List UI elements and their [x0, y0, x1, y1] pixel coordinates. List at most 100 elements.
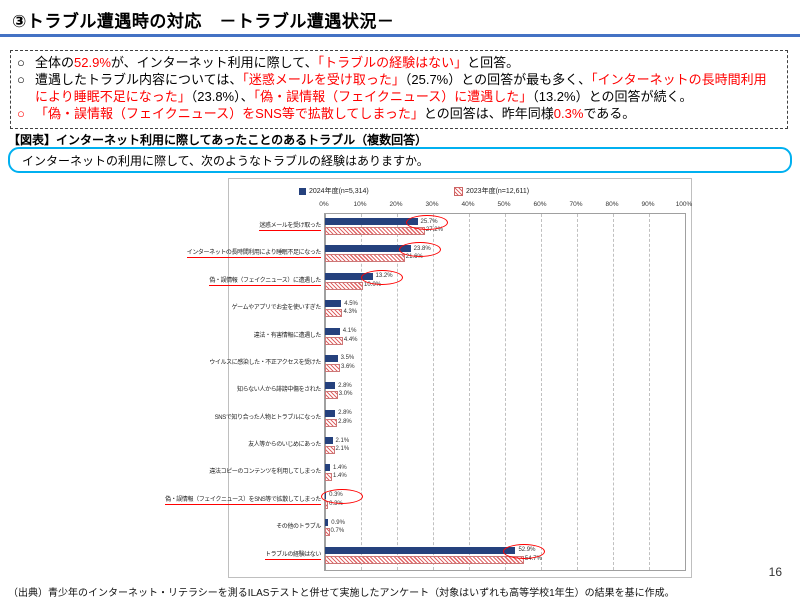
question-text: インターネットの利用に際して、次のようなトラブルの経験はありますか。: [22, 153, 429, 168]
text-segment: と回答。: [467, 55, 520, 70]
text-segment: である。: [583, 106, 636, 122]
gridline: [505, 214, 506, 570]
legend-swatch-2024: [299, 187, 306, 195]
bar-2024: [325, 409, 336, 417]
gridline: [433, 214, 434, 570]
category-label: 友人等からのいじめにあった: [229, 439, 321, 449]
bar-2024: [325, 546, 516, 554]
bullet-marker: ○: [17, 55, 25, 70]
text-segment: 52.9%: [74, 55, 111, 70]
bar-2023: [325, 227, 425, 235]
value-label-2024: 1.4%: [333, 464, 347, 471]
text-segment: （25.7%）との回答が最も多く、: [404, 72, 592, 88]
bar-2023: [325, 473, 333, 482]
text-segment: が、インターネット利用に際して、: [110, 55, 318, 70]
text-segment: 「迷惑メールを受け取った」: [242, 72, 405, 88]
text-segment: （13.2%）との回答が続く。: [532, 89, 693, 105]
value-label-2023: 54.7%: [524, 555, 542, 562]
value-label-2023: 0.7%: [330, 528, 345, 535]
category-label: インターネットの長時間利用により睡眠不足になった: [186, 247, 321, 259]
value-label-2023: 3.6%: [340, 363, 355, 370]
category-label-text: 違法・有害情報に遭遇した: [253, 332, 322, 339]
gridline: [541, 214, 542, 570]
plot-area: 25.7% 27.2% 23.8% 21.6% 13.2% 10.0% 4.5% 4.3% 4.…: [321, 213, 686, 571]
bar-2023: [325, 336, 343, 345]
value-label-2024: 2.8%: [338, 382, 352, 389]
category-label-text: 迷惑メールを受け取った: [259, 220, 321, 231]
category-label: ウイルスに感染した・不正アクセスを受けた: [209, 357, 321, 367]
value-label-2023: 10.0%: [364, 281, 382, 288]
bar-2024: [325, 382, 336, 390]
legend-item-2: 2023年度(n=12,611): [454, 186, 529, 196]
text-segment: （23.8%）、: [190, 89, 254, 105]
category-label-text: 偽・誤情報（フェイクニュース）をSNS等で拡散してしまった: [165, 494, 321, 505]
x-tick-label: 20%: [389, 201, 403, 208]
value-label-2023: 2.8%: [338, 418, 352, 425]
text-segment: 「偽・誤情報（フェイクニュース）をSNS等で拡散してしまった」: [35, 106, 424, 122]
summary-bullet-1: ○ 全体の52.9%が、インターネット利用に際して、「トラブルの経験はない」と回答…: [17, 54, 779, 71]
figure-label: 【図表】インターネット利用に際してあったことのあるトラブル（複数回答）: [8, 133, 428, 147]
gridline: [397, 214, 398, 570]
bar-2023: [325, 446, 335, 455]
gridline: [649, 214, 650, 570]
value-label-2023: 1.4%: [333, 473, 347, 480]
gridline: [577, 214, 578, 570]
category-label: ゲームやアプリでお金を使いすぎた: [229, 302, 322, 312]
bar-2024: [325, 437, 333, 445]
x-tick-label: 30%: [425, 201, 439, 208]
x-tick-label: 100%: [675, 201, 693, 208]
emphasis-oval: [398, 242, 441, 258]
bullet-text: 遭遇したトラブル内容については、「迷惑メールを受け取った」（25.7%）との回答…: [35, 71, 779, 105]
bar-2023: [325, 309, 343, 318]
gridline: [685, 214, 686, 570]
legend-swatch-2023: [454, 186, 463, 196]
value-label-2023: 4.4%: [343, 336, 358, 343]
category-label-text: 偽・誤情報（フェイクニュース）に遭遇した: [209, 275, 321, 286]
bar-2024: [325, 300, 342, 308]
bar-2023: [325, 391, 338, 400]
category-label: 違法コピーのコンテンツを利用してしまった: [209, 466, 321, 476]
category-label-text: その他のトラブル: [276, 524, 321, 531]
emphasis-oval: [360, 269, 403, 285]
bullet-text: 全体の52.9%が、インターネット利用に際して、「トラブルの経験はない」と回答。: [35, 54, 779, 71]
gridline: [613, 214, 614, 570]
text-segment: 「インターネットの長時間利用により睡眠不足になった」: [35, 72, 767, 105]
bullet-marker: ○: [17, 106, 25, 122]
gridline: [361, 214, 362, 570]
category-label: 偽・誤情報（フェイクニュース）をSNS等で拡散してしまった: [165, 494, 321, 505]
category-label: トラブルの経験はない: [229, 549, 321, 560]
text-segment: との回答は、昨年同様: [423, 106, 554, 122]
gridline: [469, 214, 470, 570]
category-label-text: 知らない人から誹謗中傷をされた: [236, 387, 321, 394]
bar-chart: 2024年度(n=5,314) 2023年度(n=12,611) 0% 10% 20% 3…: [165, 178, 692, 578]
category-label: 知らない人から誹謗中傷をされた: [229, 384, 321, 394]
category-label: その他のトラブル: [229, 521, 321, 531]
summary-bullet-3: ○ 「偽・誤情報（フェイクニュース）をSNS等で拡散してしまった」との回答は、昨年…: [17, 105, 779, 122]
bar-2023: [325, 418, 338, 427]
bar-2024: [325, 272, 373, 280]
value-label-2024: 0.9%: [331, 519, 345, 526]
x-tick-label: 90%: [641, 201, 655, 208]
text-segment: 全体の: [35, 55, 75, 70]
category-label: SNSで知り合った人物とトラブルになった: [215, 412, 322, 422]
value-label-2023: 21.6%: [405, 254, 423, 261]
x-tick-label: 60%: [533, 201, 547, 208]
bar-2023: [325, 254, 405, 263]
value-label-2023: 0.3%: [329, 500, 343, 507]
summary-bullet-2: ○ 遭遇したトラブル内容については、「迷惑メールを受け取った」（25.7%）との回…: [17, 71, 779, 105]
bar-2023: [325, 528, 330, 537]
text-segment: 「トラブルの経験はない」: [317, 55, 468, 70]
bar-2024: [325, 354, 338, 362]
category-label-text: ウイルスに感染した・不正アクセスを受けた: [209, 359, 321, 366]
category-label-text: 違法コピーのコンテンツを利用してしまった: [209, 469, 321, 476]
legend-label: 2024年度(n=5,314): [309, 188, 369, 195]
x-tick-label: 0%: [319, 201, 329, 208]
x-tick-label: 10%: [353, 201, 367, 208]
value-label-2024: 3.5%: [340, 355, 355, 362]
x-tick-label: 70%: [569, 201, 583, 208]
text-segment: 「偽・誤情報（フェイクニュース）に遭遇した」: [253, 89, 533, 105]
bar-2024: [325, 464, 331, 472]
bar-2024: [325, 218, 418, 225]
text-segment: 0.3%: [553, 106, 584, 122]
title-rule: [0, 34, 800, 37]
